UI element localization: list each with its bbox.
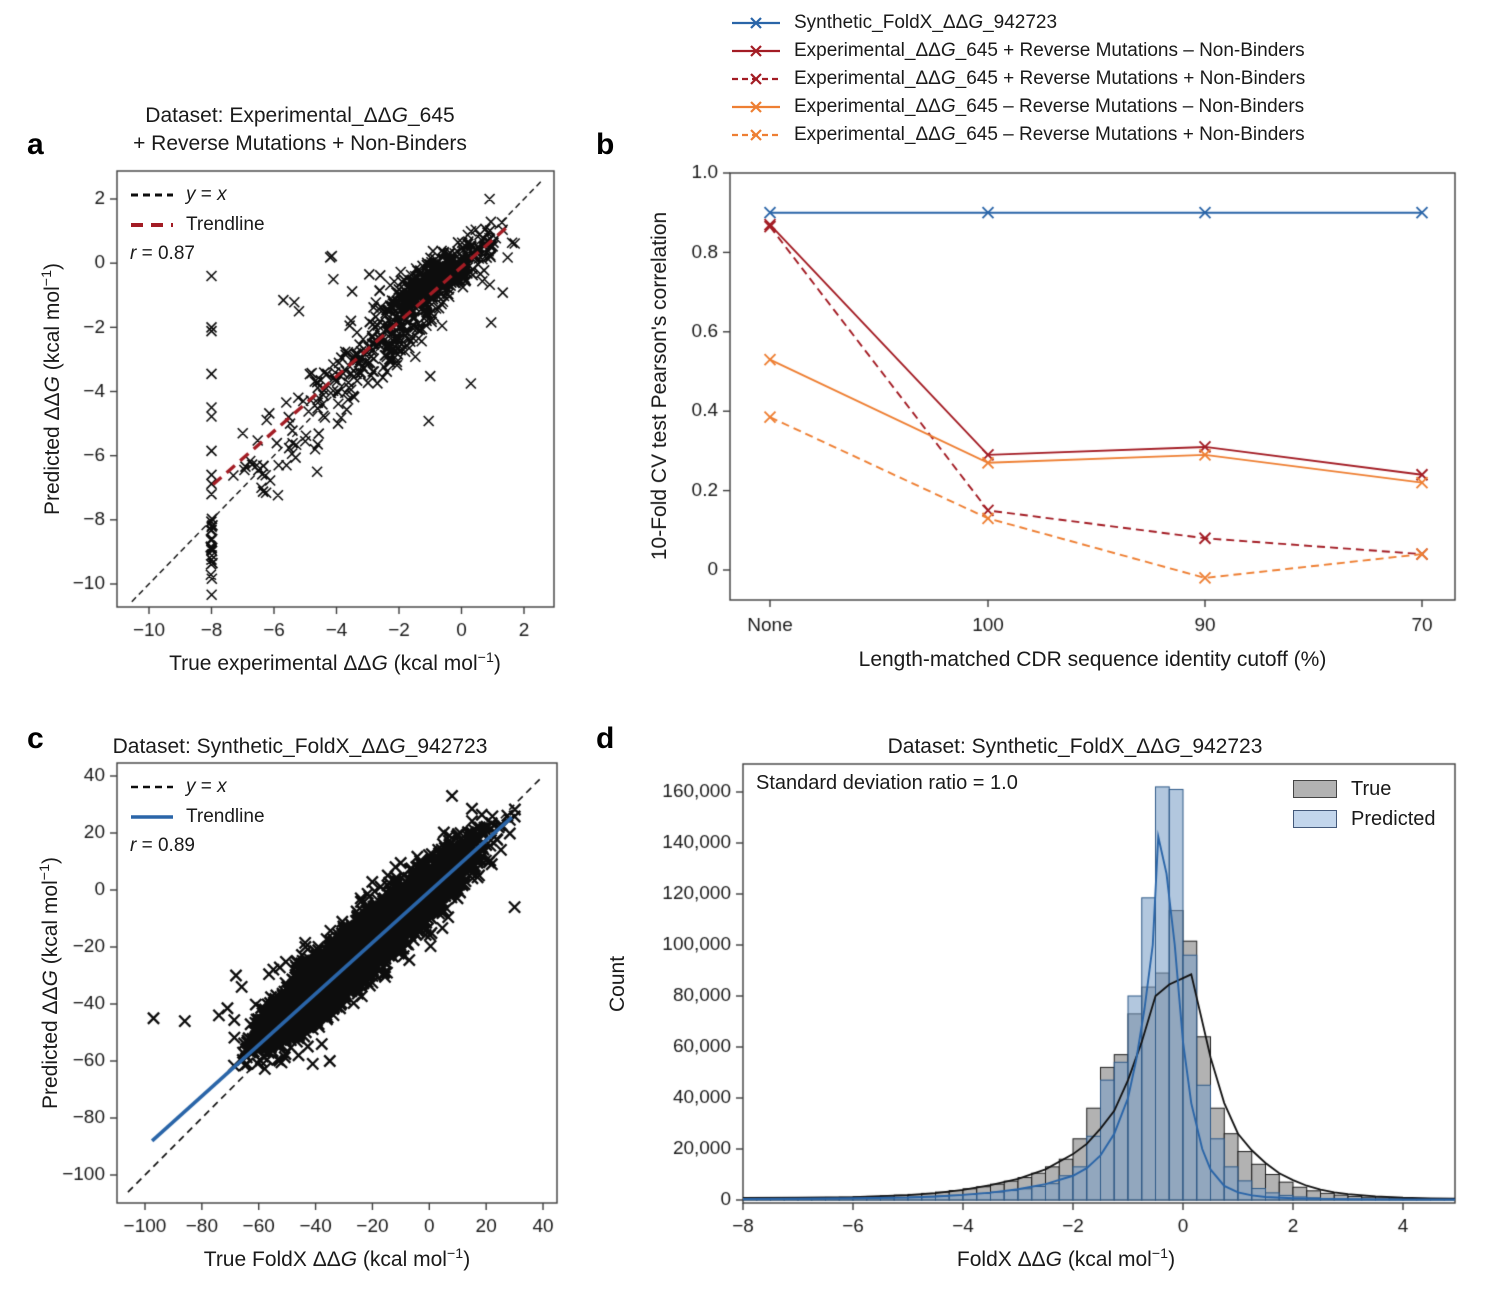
panel-c-legend: y = x Trendline r = 0.89	[130, 775, 265, 857]
legend-row-identity: y = x	[130, 775, 265, 799]
line-x-marker-sample	[732, 44, 780, 57]
pearson-r-value: r = 0.89	[130, 835, 195, 856]
panel-c-ylabel: Predicted ΔΔG (kcal mol−1)	[37, 856, 62, 1110]
legend-item: Experimental_ΔΔG_645 – Reverse Mutations…	[730, 124, 1305, 145]
panel-a-title-line1: Dataset: Experimental_ΔΔG_645	[145, 104, 455, 127]
panel-b-letter: b	[596, 128, 615, 161]
legend-item: Synthetic_FoldX_ΔΔG_942723	[730, 12, 1305, 33]
panel-d-ylabel: Count	[606, 955, 629, 1013]
pearson-r-value: r = 0.87	[130, 243, 195, 264]
panel-a-title: Dataset: Experimental_ΔΔG_645 + Reverse …	[80, 102, 520, 159]
true-swatch	[1293, 780, 1337, 798]
std-dev-annotation: Standard deviation ratio = 1.0	[756, 772, 1018, 794]
panel-a-ylabel: Predicted ΔΔG (kcal mol−1)	[39, 262, 64, 516]
legend-trendline-label: Trendline	[186, 806, 265, 827]
line-x-marker-sample	[732, 128, 780, 141]
panel-b-legend: Synthetic_FoldX_ΔΔG_942723 Experimental_Δ…	[730, 12, 1305, 152]
line-x-marker-sample	[732, 100, 780, 113]
trendline-sample	[131, 223, 173, 227]
legend-trendline-label: Trendline	[186, 214, 265, 235]
panel-c-xlabel: True FoldX ΔΔG (kcal mol−1)	[203, 1246, 471, 1271]
legend-identity-label: y = x	[186, 776, 227, 797]
legend-item-label: Experimental_ΔΔG_645 – Reverse Mutations…	[794, 123, 1305, 145]
panel-d-legend: True Predicted	[1293, 778, 1436, 838]
dashed-line-sample	[131, 193, 173, 197]
predicted-swatch	[1293, 810, 1337, 828]
legend-item: Experimental_ΔΔG_645 – Reverse Mutations…	[730, 96, 1305, 117]
panel-c-plot	[30, 725, 610, 1294]
dashed-line-sample	[131, 785, 173, 789]
legend-row-predicted: Predicted	[1293, 808, 1436, 830]
panel-d-xlabel: FoldX ΔΔG (kcal mol−1)	[956, 1246, 1176, 1271]
trendline-sample	[131, 815, 173, 819]
panel-b-xlabel: Length-matched CDR sequence identity cut…	[858, 648, 1327, 671]
legend-identity-label: y = x	[186, 184, 227, 205]
legend-row-trendline: Trendline	[130, 805, 265, 829]
legend-row-identity: y = x	[130, 183, 265, 207]
panel-b-ylabel: 10-Fold CV test Pearson's correlation	[648, 211, 671, 561]
legend-true-label: True	[1351, 777, 1392, 800]
panel-d-plot	[590, 725, 1502, 1294]
legend-item-label: Experimental_ΔΔG_645 + Reverse Mutations…	[794, 39, 1305, 61]
panel-a-legend: y = x Trendline r = 0.87	[130, 183, 265, 265]
line-x-marker-sample	[732, 16, 780, 29]
legend-item-label: Experimental_ΔΔG_645 – Reverse Mutations…	[794, 95, 1305, 117]
legend-row-true: True	[1293, 778, 1436, 800]
legend-item-label: Synthetic_FoldX_ΔΔG_942723	[794, 11, 1058, 33]
panel-a-letter: a	[27, 128, 44, 161]
legend-item: Experimental_ΔΔG_645 + Reverse Mutations…	[730, 40, 1305, 61]
legend-row-trendline: Trendline	[130, 213, 265, 237]
panel-b-plot	[590, 160, 1502, 700]
legend-predicted-label: Predicted	[1351, 807, 1436, 830]
panel-a-plot	[30, 160, 610, 700]
panel-a-xlabel: True experimental ΔΔG (kcal mol−1)	[169, 650, 501, 675]
legend-item: Experimental_ΔΔG_645 + Reverse Mutations…	[730, 68, 1305, 89]
panel-a-title-line2: + Reverse Mutations + Non-Binders	[133, 132, 467, 156]
legend-item-label: Experimental_ΔΔG_645 + Reverse Mutations…	[794, 67, 1306, 89]
line-x-marker-sample	[732, 72, 780, 85]
